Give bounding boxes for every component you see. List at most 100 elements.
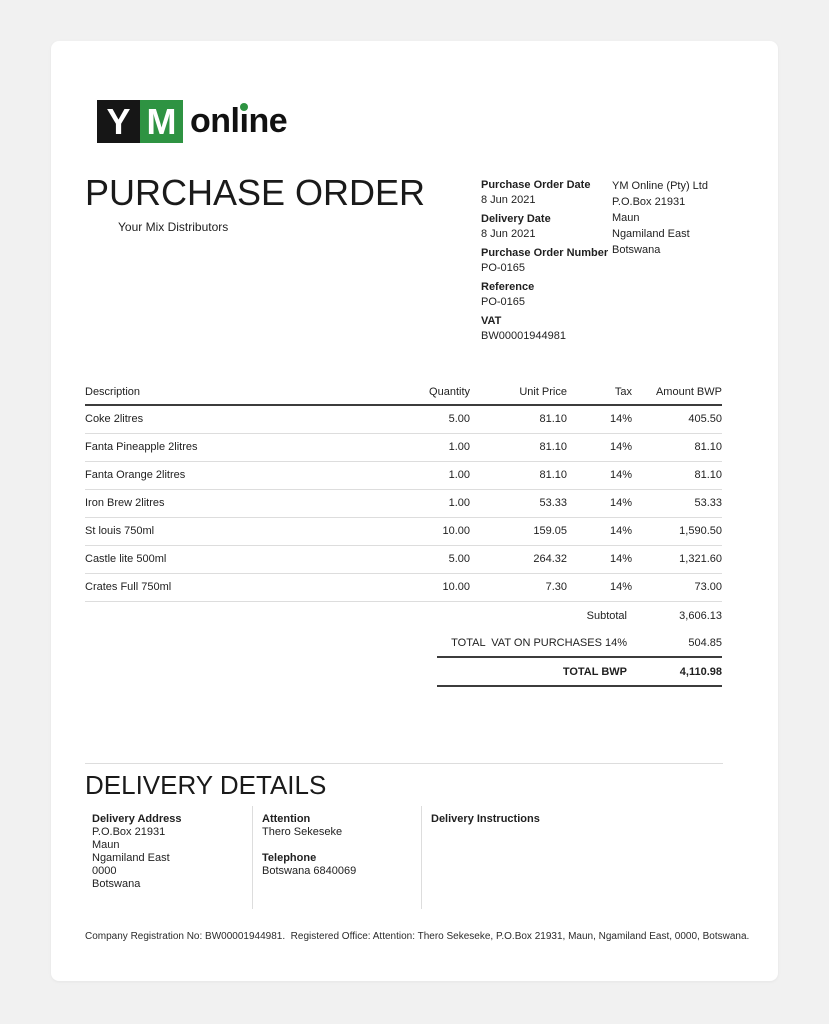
table-row: Fanta Pineapple 2litres 1.00 81.10 14% 8… bbox=[85, 433, 722, 462]
attention-column: Attention Thero Sekeseke Telephone Botsw… bbox=[262, 813, 412, 878]
table-row: St louis 750ml 10.00 159.05 14% 1,590.50 bbox=[85, 517, 722, 546]
cell-quantity: 5.00 bbox=[405, 405, 470, 434]
section-divider bbox=[85, 763, 723, 764]
cell-amount: 1,321.60 bbox=[632, 545, 722, 574]
cell-unit-price: 7.30 bbox=[470, 573, 567, 602]
table-header-row: Description Quantity Unit Price Tax Amou… bbox=[85, 379, 722, 406]
cell-quantity: 1.00 bbox=[405, 433, 470, 462]
cell-description: St louis 750ml bbox=[85, 517, 405, 546]
spacer bbox=[262, 839, 412, 852]
meta-field-label: VAT bbox=[481, 315, 502, 327]
cell-amount: 53.33 bbox=[632, 489, 722, 518]
cell-unit-price: 81.10 bbox=[470, 461, 567, 490]
column-header-quantity: Quantity bbox=[405, 379, 470, 406]
delivery-address-column: Delivery Address P.O.Box 21931 Maun Ngam… bbox=[92, 813, 242, 891]
column-divider bbox=[421, 806, 422, 909]
line-items-table: Description Quantity Unit Price Tax Amou… bbox=[85, 379, 722, 602]
company-address-line: Maun bbox=[612, 212, 640, 224]
table-row: Crates Full 750ml 10.00 7.30 14% 73.00 bbox=[85, 573, 722, 602]
meta-field-label: Purchase Order Number bbox=[481, 247, 609, 259]
page-title: PURCHASE ORDER bbox=[85, 172, 426, 213]
cell-quantity: 5.00 bbox=[405, 545, 470, 574]
delivery-details-heading: DELIVERY DETAILS bbox=[85, 770, 327, 800]
column-divider bbox=[252, 806, 253, 909]
total-row: TOTAL BWP 4,110.98 bbox=[437, 658, 722, 687]
company-address-line: P.O.Box 21931 bbox=[612, 196, 686, 208]
cell-unit-price: 264.32 bbox=[470, 545, 567, 574]
meta-field: VAT BW00001944981 bbox=[481, 314, 641, 344]
logo-i-stem: ı bbox=[239, 102, 249, 140]
cell-amount: 1,590.50 bbox=[632, 517, 722, 546]
subtotal-label: Subtotal bbox=[586, 609, 627, 622]
cell-quantity: 10.00 bbox=[405, 517, 470, 546]
cell-quantity: 1.00 bbox=[405, 461, 470, 490]
column-header-description: Description bbox=[85, 379, 405, 406]
meta-field: Delivery Date 8 Jun 2021 bbox=[481, 212, 641, 242]
cell-tax: 14% bbox=[567, 517, 632, 546]
meta-field-value: 8 Jun 2021 bbox=[481, 194, 536, 206]
cell-amount: 405.50 bbox=[632, 405, 722, 434]
company-address-block: YM Online (Pty) Ltd P.O.Box 21931 Maun N… bbox=[612, 178, 752, 258]
vat-label: TOTAL VAT ON PURCHASES 14% bbox=[451, 636, 627, 649]
meta-field-value: PO-0165 bbox=[481, 262, 526, 274]
delivery-instructions-column: Delivery Instructions bbox=[431, 813, 671, 826]
meta-field: Purchase Order Number PO-0165 bbox=[481, 246, 641, 276]
vat-value: 504.85 bbox=[688, 636, 722, 649]
meta-field-label: Purchase Order Date bbox=[481, 179, 591, 191]
total-label: TOTAL BWP bbox=[562, 665, 627, 678]
cell-unit-price: 159.05 bbox=[470, 517, 567, 546]
cell-quantity: 1.00 bbox=[405, 489, 470, 518]
telephone-label: Telephone bbox=[262, 852, 317, 864]
company-address-line: YM Online (Pty) Ltd bbox=[612, 180, 708, 192]
table-row: Iron Brew 2litres 1.00 53.33 14% 53.33 bbox=[85, 489, 722, 518]
logo-m-square: M bbox=[140, 100, 183, 143]
cell-amount: 73.00 bbox=[632, 573, 722, 602]
cell-tax: 14% bbox=[567, 489, 632, 518]
delivery-address-line: Botswana bbox=[92, 878, 141, 890]
table-row: Coke 2litres 5.00 81.10 14% 405.50 bbox=[85, 405, 722, 434]
cell-description: Fanta Orange 2litres bbox=[85, 461, 405, 490]
cell-description: Crates Full 750ml bbox=[85, 573, 405, 602]
cell-description: Iron Brew 2litres bbox=[85, 489, 405, 518]
column-header-unit-price: Unit Price bbox=[470, 379, 567, 406]
registration-footer: Company Registration No: BW00001944981. … bbox=[85, 931, 750, 942]
meta-field: Purchase Order Date 8 Jun 2021 bbox=[481, 178, 641, 208]
meta-field: Reference PO-0165 bbox=[481, 280, 641, 310]
totals-section: Subtotal 3,606.13 TOTAL VAT ON PURCHASES… bbox=[437, 602, 722, 687]
logo-wordmark: onlı ne bbox=[190, 100, 288, 143]
cell-amount: 81.10 bbox=[632, 433, 722, 462]
cell-unit-price: 81.10 bbox=[470, 405, 567, 434]
cell-tax: 14% bbox=[567, 405, 632, 434]
logo-i: ı bbox=[239, 100, 248, 143]
supplier-name: Your Mix Distributors bbox=[118, 220, 229, 234]
cell-tax: 14% bbox=[567, 545, 632, 574]
logo-word-pre: onl bbox=[190, 102, 240, 140]
company-address-line: Botswana bbox=[612, 244, 661, 256]
cell-tax: 14% bbox=[567, 573, 632, 602]
attention-label: Attention bbox=[262, 813, 311, 825]
cell-tax: 14% bbox=[567, 461, 632, 490]
cell-unit-price: 81.10 bbox=[470, 433, 567, 462]
line-items-section: Description Quantity Unit Price Tax Amou… bbox=[85, 379, 722, 687]
purchase-order-document: Y M onlı ne PURCHASE ORDER Your Mix Distr… bbox=[51, 41, 778, 981]
subtotal-value: 3,606.13 bbox=[679, 609, 722, 622]
cell-description: Coke 2litres bbox=[85, 405, 405, 434]
cell-tax: 14% bbox=[567, 433, 632, 462]
meta-field-value: 8 Jun 2021 bbox=[481, 228, 536, 240]
logo-i-dot-icon bbox=[239, 103, 248, 111]
column-header-tax: Tax bbox=[567, 379, 632, 406]
delivery-instructions-label: Delivery Instructions bbox=[431, 813, 540, 825]
meta-field-value: PO-0165 bbox=[481, 296, 526, 308]
meta-field-value: BW00001944981 bbox=[481, 330, 567, 342]
cell-amount: 81.10 bbox=[632, 461, 722, 490]
order-meta: Purchase Order Date 8 Jun 2021 Delivery … bbox=[481, 178, 641, 348]
delivery-address-label: Delivery Address bbox=[92, 813, 182, 825]
meta-field-label: Reference bbox=[481, 281, 535, 293]
delivery-address-line: P.O.Box 21931 bbox=[92, 826, 166, 838]
delivery-address-line: 0000 bbox=[92, 865, 117, 877]
company-address-line: Ngamiland East bbox=[612, 228, 690, 240]
ym-online-logo: Y M onlı ne bbox=[97, 100, 288, 143]
total-value: 4,110.98 bbox=[679, 665, 722, 678]
cell-quantity: 10.00 bbox=[405, 573, 470, 602]
cell-description: Castle lite 500ml bbox=[85, 545, 405, 574]
